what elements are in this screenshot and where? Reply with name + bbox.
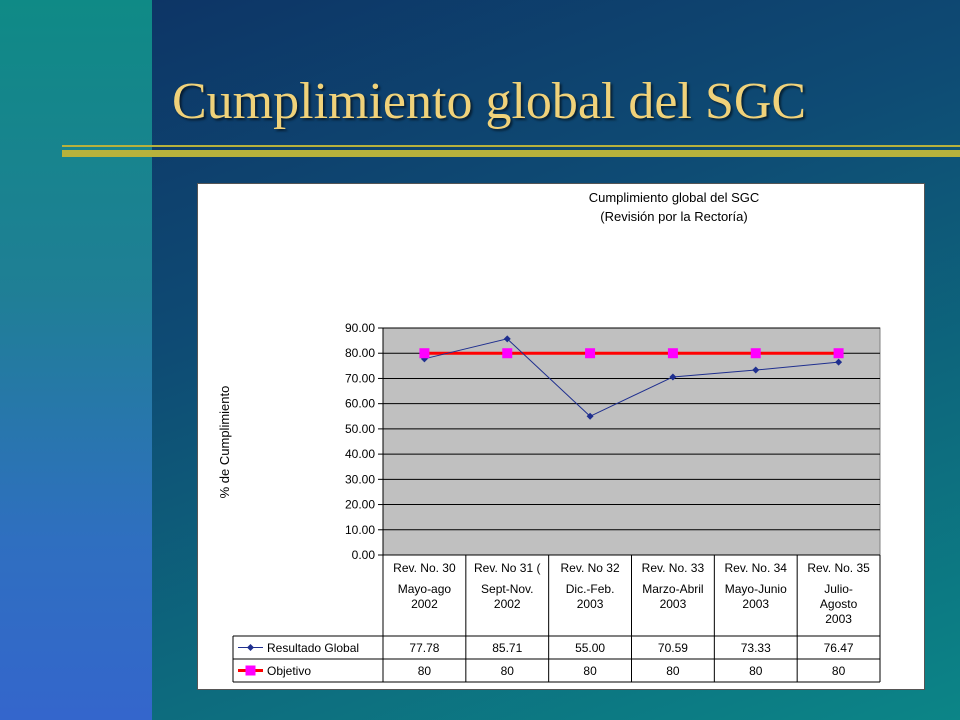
y-tick-label: 30.00 [345, 472, 375, 486]
category-rev-label: Rev. No. 30 [393, 561, 456, 575]
point-objetivo [667, 348, 678, 359]
chart-title: Cumplimiento global del SGC [589, 190, 760, 205]
y-axis-label: % de Cumplimiento [217, 386, 232, 499]
category-rev-label: Rev. No 32 [561, 561, 620, 575]
category-period-label: 2003 [742, 597, 769, 611]
point-objetivo [419, 348, 430, 359]
category-period-label: Marzo-Abril [642, 582, 703, 596]
category-rev-label: Rev. No. 35 [807, 561, 870, 575]
point-resultado [752, 366, 760, 374]
category-period-label: 2002 [411, 597, 438, 611]
y-tick-label: 80.00 [345, 346, 375, 360]
table-value-resultado: 77.78 [409, 641, 439, 655]
point-objetivo [502, 348, 513, 359]
point-resultado [669, 373, 677, 381]
category-rev-label: Rev. No 31 ( [474, 561, 540, 575]
category-period-label: Dic.-Feb. [566, 582, 615, 596]
y-tick-label: 60.00 [345, 397, 375, 411]
table-value-objetivo: 80 [418, 664, 432, 678]
category-period-label: Sept-Nov. [481, 582, 533, 596]
chart-subtitle: (Revisión por la Rectoría) [600, 209, 747, 224]
category-period-label: 2002 [494, 597, 521, 611]
category-period-label: 2003 [577, 597, 604, 611]
chart-panel: Cumplimiento global del SGC (Revisión po… [197, 183, 925, 690]
table-value-resultado: 85.71 [492, 641, 522, 655]
category-period-label: Agosto [820, 597, 858, 611]
y-tick-label: 10.00 [345, 523, 375, 537]
plot-layer: 0.00 10.00 20.00 30.00 40.00 50.00 60.00 70.00 8… [345, 321, 881, 562]
category-period-label: Mayo-Junio [725, 582, 787, 596]
table-value-resultado: 76.47 [824, 641, 854, 655]
point-objetivo [750, 348, 761, 359]
legend-name-resultado: Resultado Global [267, 641, 359, 655]
line-chart: Cumplimiento global del SGC (Revisión po… [217, 190, 881, 683]
plot-area [382, 327, 881, 556]
slide-background-left [0, 0, 152, 720]
legend-key-marker-objetivo [245, 665, 256, 676]
slide-title: Cumplimiento global del SGC [172, 73, 807, 130]
y-tick-label: 0.00 [352, 548, 376, 562]
table-value-objetivo: 80 [749, 664, 763, 678]
point-resultado [835, 358, 843, 366]
point-objetivo [585, 348, 596, 359]
series-line-resultado [424, 338, 839, 417]
category-period-label: 2003 [660, 597, 687, 611]
y-tick-label: 40.00 [345, 447, 375, 461]
point-resultado [586, 412, 594, 420]
table-value-resultado: 70.59 [658, 641, 688, 655]
y-tick-label: 50.00 [345, 422, 375, 436]
y-tick-label: 70.00 [345, 371, 375, 385]
category-period-label: Mayo-ago [398, 582, 452, 596]
title-rule-thick [62, 150, 960, 157]
category-rev-label: Rev. No. 33 [642, 561, 705, 575]
table-value-resultado: 55.00 [575, 641, 605, 655]
table-value-objetivo: 80 [501, 664, 515, 678]
y-tick-label: 20.00 [345, 498, 375, 512]
point-resultado [503, 335, 511, 343]
y-tick-label: 90.00 [345, 321, 375, 335]
category-period-label: Julio- [824, 582, 853, 596]
table-value-objetivo: 80 [832, 664, 846, 678]
legend-name-objetivo: Objetivo [267, 664, 311, 678]
point-objetivo [833, 348, 844, 359]
table-value-resultado: 73.33 [741, 641, 771, 655]
table-value-objetivo: 80 [666, 664, 680, 678]
title-rule-thin [62, 145, 960, 147]
category-period-label: 2003 [825, 612, 852, 626]
category-rev-label: Rev. No. 34 [725, 561, 788, 575]
table-value-objetivo: 80 [583, 664, 597, 678]
legend-key-marker-resultado [247, 644, 254, 651]
